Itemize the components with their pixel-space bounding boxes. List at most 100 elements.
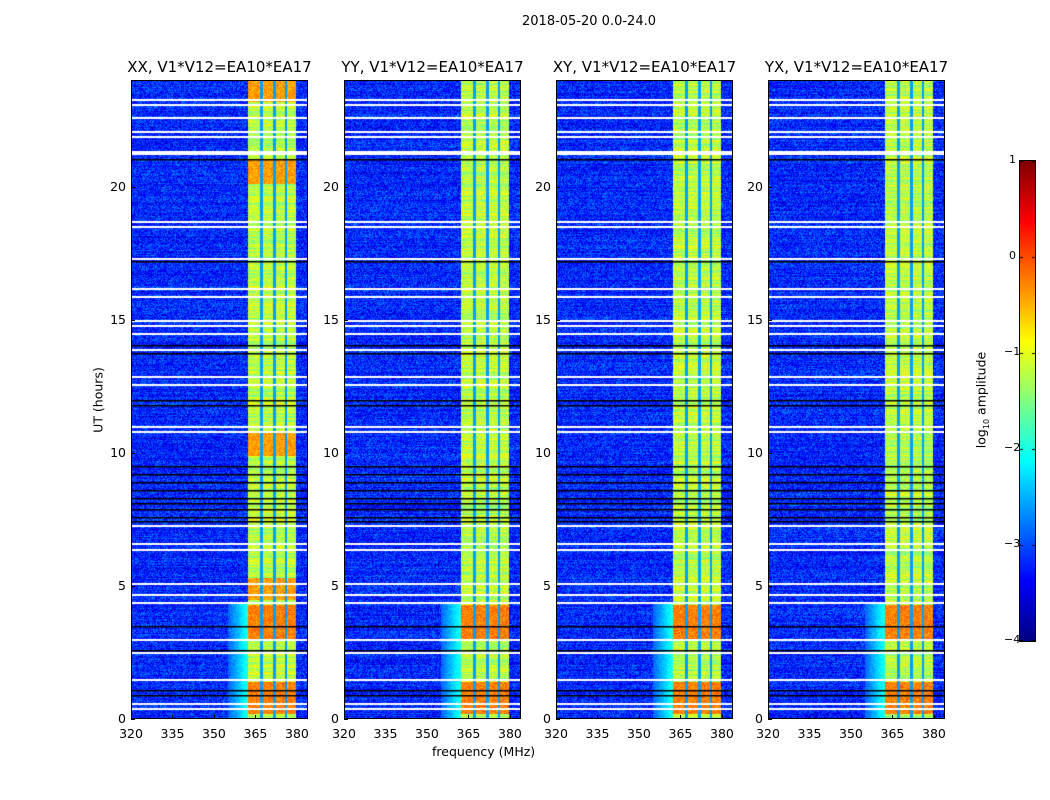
x-tick-label: 365 <box>456 726 481 741</box>
x-tick-mark <box>933 715 935 719</box>
x-tick-mark <box>468 715 470 719</box>
y-tick-label: 0 <box>331 711 339 726</box>
x-tick-mark <box>296 715 298 719</box>
x-axis-label: frequency (MHz) <box>432 744 536 759</box>
x-tick-mark <box>255 715 257 719</box>
y-axis-label: UT (hours) <box>90 367 106 433</box>
x-tick-label: 365 <box>668 726 693 741</box>
y-tick-label: 5 <box>331 577 339 593</box>
y-tick-mark <box>768 585 772 587</box>
y-tick-mark <box>768 186 772 188</box>
x-tick-label: 380 <box>922 726 946 741</box>
x-tick-label: 380 <box>498 726 522 741</box>
y-tick-label: 20 <box>323 178 339 194</box>
y-tick-mark <box>131 719 135 720</box>
x-tick-label: 335 <box>585 726 610 741</box>
y-tick-mark <box>768 719 772 720</box>
colorbar-tick-label: −2 <box>1004 441 1021 454</box>
colorbar-label: log10 amplitude <box>973 351 991 449</box>
axes-frame <box>768 80 945 719</box>
y-tick-mark <box>131 585 135 587</box>
y-tick-label: 20 <box>110 178 126 194</box>
colorbar-tick-label: −3 <box>1004 537 1021 550</box>
x-tick-mark <box>680 715 682 719</box>
y-tick-mark <box>344 319 348 321</box>
y-tick-label: 10 <box>110 444 126 460</box>
y-tick-label: 5 <box>755 577 763 593</box>
colorbar <box>1019 160 1036 642</box>
x-tick-mark <box>597 715 599 719</box>
panel-title: XX, V1*V12=EA10*EA17 <box>127 58 312 76</box>
x-tick-mark <box>509 715 511 719</box>
x-tick-label: 335 <box>160 726 185 741</box>
colorbar-tick-label: −1 <box>1004 345 1021 358</box>
y-tick-label: 0 <box>755 711 763 726</box>
y-tick-mark <box>344 186 348 188</box>
panel-xy: XY, V1*V12=EA10*EA17 320 335 350 365 380 0 5 10… <box>535 58 736 741</box>
y-tick-label: 10 <box>535 444 551 460</box>
colorbar-tick-label: 0 <box>1009 249 1016 262</box>
x-tick-mark <box>344 715 345 719</box>
y-tick-mark <box>556 186 560 188</box>
x-tick-mark <box>721 715 723 719</box>
x-tick-mark <box>213 715 215 719</box>
heatmap-xy <box>556 80 733 719</box>
x-tick-mark <box>131 715 132 719</box>
x-tick-label: 380 <box>285 726 309 741</box>
y-tick-label: 20 <box>535 178 551 194</box>
y-tick-mark <box>768 452 772 454</box>
y-tick-label: 10 <box>323 444 339 460</box>
x-tick-mark <box>172 715 174 719</box>
panel-title: XY, V1*V12=EA10*EA17 <box>552 58 737 76</box>
x-tick-mark <box>638 715 640 719</box>
y-tick-label: 10 <box>747 444 763 460</box>
x-tick-label: 335 <box>797 726 822 741</box>
y-tick-label: 5 <box>543 577 551 593</box>
panel-xx: XX, V1*V12=EA10*EA17 320 335 350 365 380 0 5 10… <box>110 58 312 741</box>
x-tick-label: 350 <box>415 726 439 741</box>
heatmap-yx <box>768 80 945 719</box>
x-tick-mark <box>809 715 811 719</box>
y-tick-mark <box>344 585 348 587</box>
x-tick-label: 350 <box>627 726 651 741</box>
panel-yy: YY, V1*V12=EA10*EA17 320 335 350 365 380 0 5 10… <box>323 58 524 741</box>
y-tick-label: 15 <box>747 311 763 327</box>
colorbar-tick-label: −4 <box>1004 633 1021 646</box>
x-tick-mark <box>556 715 557 719</box>
y-tick-mark <box>131 319 135 321</box>
y-tick-label: 15 <box>323 311 339 327</box>
y-tick-label: 15 <box>110 311 126 327</box>
x-tick-label: 320 <box>756 726 780 741</box>
x-tick-mark <box>768 715 769 719</box>
y-tick-mark <box>556 452 560 454</box>
x-tick-mark <box>385 715 387 719</box>
x-tick-label: 320 <box>332 726 356 741</box>
x-tick-label: 365 <box>243 726 268 741</box>
x-tick-label: 320 <box>544 726 568 741</box>
y-tick-label: 15 <box>535 311 551 327</box>
y-tick-mark <box>768 319 772 321</box>
y-tick-mark <box>344 719 348 720</box>
x-tick-mark <box>892 715 894 719</box>
axes-frame <box>344 80 521 719</box>
colorbar-tick-label: 1 <box>1009 153 1016 166</box>
heatmap-xx <box>131 80 308 719</box>
x-tick-mark <box>850 715 852 719</box>
axes-frame <box>131 80 308 719</box>
x-tick-label: 335 <box>373 726 398 741</box>
x-tick-mark <box>426 715 428 719</box>
y-tick-mark <box>556 719 560 720</box>
x-tick-label: 380 <box>710 726 734 741</box>
y-tick-mark <box>131 452 135 454</box>
y-tick-label: 5 <box>118 577 126 593</box>
y-tick-mark <box>556 319 560 321</box>
x-tick-label: 350 <box>202 726 226 741</box>
panel-title: YY, V1*V12=EA10*EA17 <box>341 58 524 76</box>
y-tick-mark <box>556 585 560 587</box>
heatmap-yy <box>344 80 521 719</box>
y-tick-label: 20 <box>747 178 763 194</box>
y-tick-mark <box>131 186 135 188</box>
x-tick-label: 350 <box>839 726 863 741</box>
panel-yx: YX, V1*V12=EA10*EA17 320 335 350 365 380 0 5 10… <box>747 58 948 741</box>
